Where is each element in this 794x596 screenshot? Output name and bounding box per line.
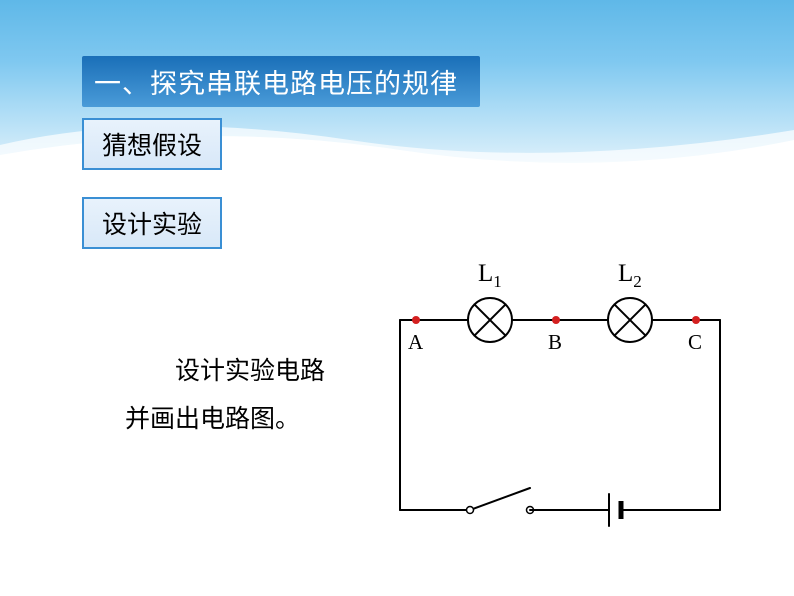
circuit-diagram: L1 L2 A B C <box>380 260 740 540</box>
node-label-B: B <box>548 330 562 355</box>
design-label: 设计实验 <box>102 211 202 239</box>
hypothesis-label: 猜想假设 <box>102 132 202 160</box>
node-label-A: A <box>408 330 423 355</box>
page-title: 一、探究串联电路电压的规律 <box>94 69 458 99</box>
desc-line2: 并画出电路图。 <box>125 396 385 444</box>
lamp-label-L1: L1 <box>478 260 502 292</box>
desc-line1: 设计实验电路 <box>125 348 385 396</box>
design-box: 设计实验 <box>82 197 222 249</box>
node-label-C: C <box>688 330 702 355</box>
lamp-label-L2: L2 <box>618 260 642 292</box>
hypothesis-box: 猜想假设 <box>82 118 222 170</box>
description-text: 设计实验电路 并画出电路图。 <box>125 348 385 443</box>
title-band: 一、探究串联电路电压的规律 <box>82 56 480 107</box>
